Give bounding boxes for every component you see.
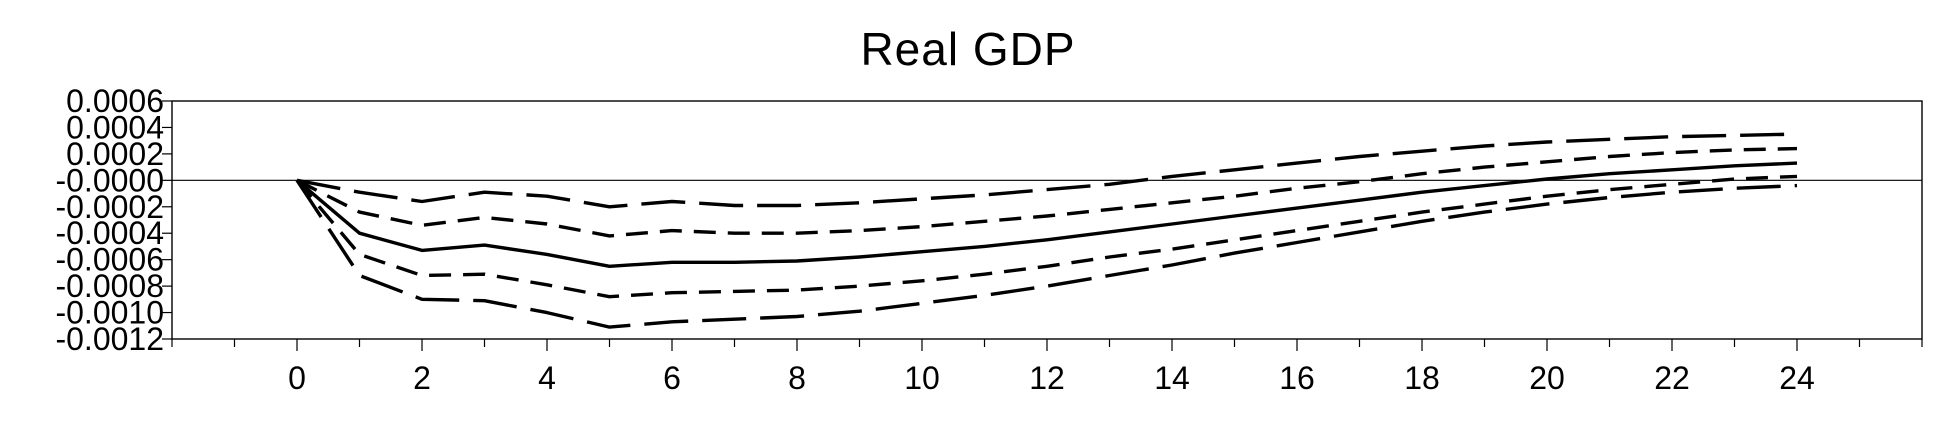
series-group [295,132,1798,329]
series-line-upper-outer-band [296,132,1798,209]
chart-title: Real GDP [860,23,1075,75]
series-line-point-estimate [295,161,1798,268]
y-axis-ticks: 0.00060.00040.0002-0.0000-0.0002-0.0004-… [55,83,172,357]
y-tick-label: 0.0006 [66,83,164,119]
y-tick-label: 0.0004 [66,109,164,145]
x-axis-ticks: 0 2 4 6 8 10 12 14 16 18 20 22 24 [171,339,1923,396]
y-tick-label: 0.0002 [66,136,164,172]
y-tick-label: -0.0008 [55,268,164,304]
y-tick-label: -0.0000 [55,162,164,198]
x-tick-label: 22 [1654,360,1690,396]
x-tick-label: 24 [1779,360,1815,396]
x-tick-label: 16 [1279,360,1315,396]
series-line-lower-outer-band [295,179,1798,329]
x-tick-label: 20 [1529,360,1565,396]
x-tick-label: 12 [1029,360,1065,396]
x-tick-label: 6 [663,360,681,396]
y-tick-label: -0.0002 [55,189,164,225]
x-tick-label: 2 [413,360,431,396]
x-tick-label: 18 [1404,360,1440,396]
x-tick-label: 14 [1154,360,1190,396]
series-line-lower-inner-band [295,174,1798,299]
x-tick-label: 8 [788,360,806,396]
y-tick-label: -0.0010 [55,295,164,331]
y-tick-label: -0.0004 [55,215,164,251]
y-tick-label: -0.0012 [55,321,164,357]
x-tick-label: 4 [538,360,556,396]
series-line-upper-inner-band [296,146,1798,238]
y-tick-label: -0.0006 [55,242,164,278]
x-tick-label: 10 [904,360,940,396]
x-tick-label: 0 [288,360,306,396]
